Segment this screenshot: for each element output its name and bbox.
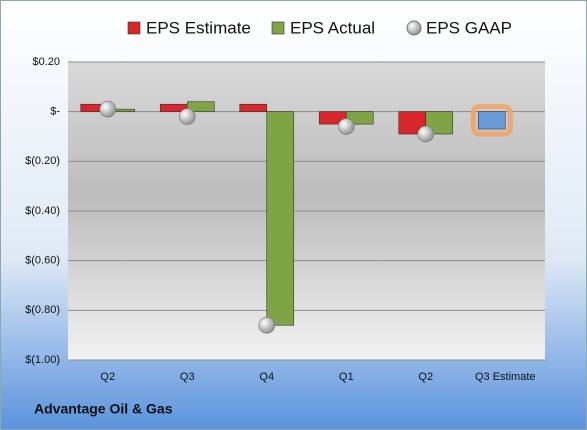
y-tick-label: $0.20	[32, 56, 60, 68]
gaap-marker	[99, 100, 117, 118]
legend-swatch	[406, 20, 422, 36]
y-tick-label: $(0.40)	[25, 205, 60, 217]
legend-swatch	[271, 21, 285, 35]
legend-swatch	[127, 21, 141, 35]
gaap-marker	[258, 316, 276, 334]
bar	[425, 111, 454, 135]
bar	[266, 111, 295, 326]
y-tick-label: $(1.00)	[25, 354, 60, 366]
x-tick-label: Q2	[100, 371, 115, 383]
legend-label: EPS GAAP	[426, 18, 512, 37]
x-tick-label: Q3 Estimate	[475, 371, 536, 383]
y-tick-label: $-	[50, 106, 60, 118]
x-tick-label: Q2	[418, 371, 433, 383]
x-tick-label: Q4	[259, 371, 274, 383]
y-tick-label: $(0.60)	[25, 255, 60, 267]
legend-label: EPS Estimate	[146, 18, 251, 37]
gaap-marker	[417, 125, 435, 143]
gaap-marker	[178, 108, 196, 125]
chart-title: Advantage Oil & Gas	[34, 401, 173, 417]
gaap-marker	[337, 118, 355, 135]
y-tick-label: $(0.80)	[25, 304, 60, 316]
bar	[345, 111, 374, 125]
y-tick-label: $(0.20)	[25, 155, 60, 167]
bar	[186, 101, 215, 112]
x-tick-label: Q3	[180, 371, 195, 383]
highlight	[470, 104, 513, 137]
bar	[477, 111, 506, 130]
legend-label: EPS Actual	[290, 18, 375, 37]
x-tick-label: Q1	[339, 371, 354, 383]
bar	[239, 103, 268, 112]
